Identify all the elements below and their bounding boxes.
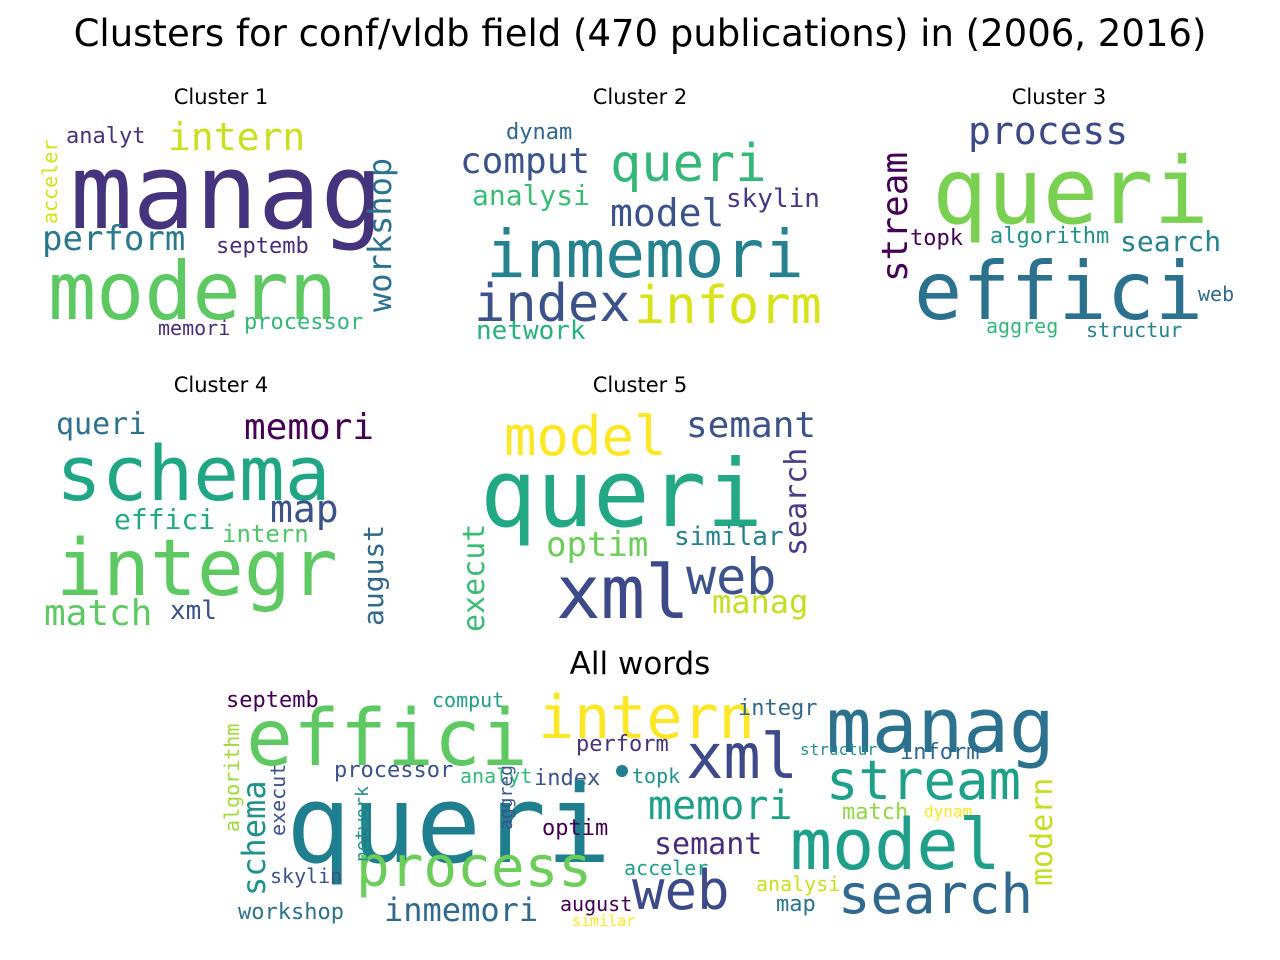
cluster-1-title: Cluster 1 <box>173 85 269 109</box>
cluster-4-word-map: map <box>270 487 339 531</box>
all-word-execut: execut <box>266 763 290 836</box>
all-words-title: All words <box>569 646 711 682</box>
cluster-1-word-manag: manag <box>70 131 384 253</box>
all-word-acceler: acceler <box>624 856 709 880</box>
all-word-memori: memori <box>648 783 793 829</box>
cluster-1-word-acceler: acceler <box>38 139 62 224</box>
cluster-2-word-comput: comput <box>460 141 591 182</box>
all-word-semant: semant <box>654 827 763 862</box>
cluster-5-title: Cluster 5 <box>592 373 688 397</box>
all-word-web: web <box>632 859 730 922</box>
cluster-5-word-optim: optim <box>546 525 649 565</box>
all-word-intern: intern <box>538 683 755 753</box>
cluster-2-word-inmemori: inmemori <box>486 216 804 293</box>
all-word-search: search <box>838 863 1034 926</box>
cluster-4-word-match: match <box>44 593 153 634</box>
cluster-5-word-manag: manag <box>712 583 809 621</box>
cluster-5-word-execut: execut <box>457 523 492 632</box>
all-word-match: match <box>842 800 909 825</box>
all-word-effici: effici <box>246 694 528 784</box>
all-word-similar: similar <box>572 912 636 930</box>
cluster-3-word-web: web <box>1198 282 1235 306</box>
cluster-1-word-memori: memori <box>158 316 231 340</box>
cluster-3-word-search: search <box>1120 225 1222 258</box>
cluster-3-word-queri: queri <box>932 138 1209 245</box>
cluster-2-word-dynam: dynam <box>506 120 573 145</box>
all-dot-mark <box>616 765 628 777</box>
cluster-5-word-xml: xml <box>556 550 690 636</box>
all-word-analyt: analyt <box>460 764 533 788</box>
all-word-skylin: skylin <box>270 864 343 888</box>
all-word-perform: perform <box>576 732 669 757</box>
all-word-xml: xml <box>686 720 798 793</box>
cluster-4-word-intern: intern <box>222 520 309 548</box>
cluster-2-word-model: model <box>610 191 725 235</box>
cluster-2-word-analysi: analysi <box>472 179 591 212</box>
cluster-4-word-integr: integr <box>56 524 338 614</box>
cluster-3-word-algorithm: algorithm <box>990 224 1110 249</box>
cluster-1-word-perform: perform <box>42 219 186 259</box>
cluster-2-word-index: index <box>474 274 631 334</box>
all-word-topk: topk <box>632 764 681 788</box>
cluster-4-word-august: august <box>357 524 390 626</box>
cluster-5-word-web: web <box>686 548 777 606</box>
cluster-2-word-queri: queri <box>610 134 767 194</box>
cluster-2-title: Cluster 2 <box>592 85 688 109</box>
all-word-inform: inform <box>900 740 980 765</box>
cluster-1-word-intern: intern <box>168 115 306 159</box>
all-word-modern: modern <box>1025 777 1060 886</box>
figure-title: Clusters for conf/vldb field (470 public… <box>73 12 1207 55</box>
cluster-3-word-stream: stream <box>875 151 916 282</box>
all-word-septemb: septemb <box>226 688 319 713</box>
cluster-3-title: Cluster 3 <box>1011 85 1107 109</box>
all-word-integr: integr <box>738 696 818 721</box>
cluster-4-word-queri: queri <box>56 407 147 442</box>
all-word-optim: optim <box>542 816 609 841</box>
cluster-1-word-modern: modern <box>48 245 337 338</box>
cluster-3-word-structur: structur <box>1086 318 1183 342</box>
cluster-5-word-search: search <box>779 447 814 556</box>
all-word-network: network <box>352 786 373 862</box>
cluster-3-word-effici: effici <box>914 245 1203 338</box>
all-word-index: index <box>534 766 601 791</box>
cluster-4-word-effici: effici <box>114 503 216 536</box>
cluster-5-word-similar: similar <box>674 522 784 552</box>
all-word-queri: queri <box>286 763 612 888</box>
all-word-dynam: dynam <box>924 802 973 821</box>
cluster-2-word-network: network <box>476 316 586 346</box>
all-word-aggreg: aggreg <box>496 764 517 830</box>
cluster-4-title: Cluster 4 <box>173 373 269 397</box>
cluster-1-word-workshop: workshop <box>361 157 399 312</box>
cluster-5-word-queri: queri <box>480 440 763 549</box>
cluster-4-word-schema: schema <box>56 429 331 518</box>
all-word-model: model <box>790 804 1001 886</box>
cluster-3-word-topk: topk <box>910 226 963 251</box>
cluster-5-word-semant: semant <box>686 405 817 446</box>
cluster-1-word-processor: processor <box>244 310 364 335</box>
cluster-2-word-inform: inform <box>634 276 822 336</box>
all-word-structur: structur <box>800 740 878 759</box>
all-word-processor: processor <box>334 758 454 783</box>
all-word-process: process <box>356 835 593 900</box>
cluster-1-word-analyt: analyt <box>66 124 146 149</box>
cluster-2-word-skylin: skylin <box>726 184 820 214</box>
all-word-workshop: workshop <box>238 900 344 925</box>
all-word-inmemori: inmemori <box>384 891 539 929</box>
cluster-4-word-xml: xml <box>170 596 217 626</box>
all-word-map: map <box>776 892 816 917</box>
cluster-4-word-memori: memori <box>244 407 375 448</box>
all-word-manag: manag <box>826 681 1055 770</box>
all-word-comput: comput <box>432 688 505 712</box>
all-word-analysi: analysi <box>756 872 841 896</box>
all-word-august: august <box>560 892 633 916</box>
cluster-1-word-septemb: septemb <box>216 234 309 259</box>
cluster-3-word-aggreg: aggreg <box>986 314 1059 338</box>
cluster-3-word-process: process <box>968 109 1129 153</box>
cluster-5-word-model: model <box>504 405 667 468</box>
all-word-stream: stream <box>826 749 1022 812</box>
